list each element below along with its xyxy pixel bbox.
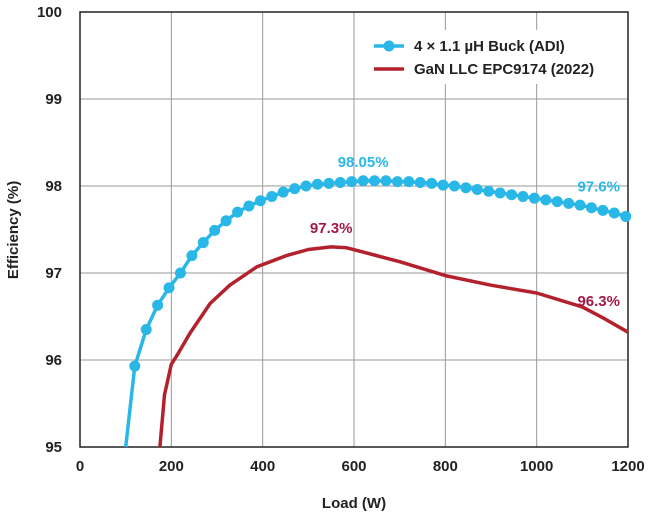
plot-frame [79,11,629,448]
series-point [174,267,186,279]
series-point [426,177,438,189]
legend-marker-buck [383,40,395,52]
x-tick-label: 400 [250,458,275,475]
x-tick-label: 600 [341,458,366,475]
series-point [357,175,369,187]
series-point [608,207,620,219]
series-point [460,182,472,194]
x-tick-label: 1000 [520,458,553,475]
y-tick-label: 98 [45,178,62,195]
series-point [300,180,312,192]
x-tick-label: 200 [159,458,184,475]
series-point [414,177,426,189]
series-point [437,179,449,191]
series-point [403,176,415,188]
series-point [551,196,563,208]
series-point [574,199,586,211]
series-point [369,175,381,187]
series-point [232,206,244,218]
series-point [528,192,540,204]
series-point [471,183,483,195]
series-line-0 [123,179,629,448]
series-point [277,186,289,198]
x-tick-label: 0 [76,458,84,475]
series-group [123,175,632,448]
series-point [152,299,164,311]
series-point [506,189,518,201]
legend: 4 × 1.1 µH Buck (ADI) GaN LLC EPC9174 (2… [362,30,624,84]
series-point [186,250,198,262]
legend-box [362,30,624,84]
y-tick-label: 96 [45,352,62,369]
series-point [129,360,141,372]
x-tick-label: 800 [433,458,458,475]
series-point [163,282,175,294]
annotation-label: 97.3% [310,220,353,237]
series-point [254,195,266,207]
y-tick-label: 99 [45,91,62,108]
series-point [266,190,278,202]
series-point [597,204,609,216]
series-point [323,177,335,189]
legend-label-buck: 4 × 1.1 µH Buck (ADI) [414,38,565,55]
series-point [209,224,221,236]
y-axis-label: Efficiency (%) [5,181,22,279]
y-tick-labels: 95 96 97 98 99 100 [37,4,62,456]
series-point [540,194,552,206]
y-tick-label: 100 [37,4,62,21]
x-tick-label: 1200 [611,458,644,475]
series-point [448,180,460,192]
series-point [243,200,255,212]
series-point [311,178,323,190]
annotation-label: 98.05% [338,154,389,171]
legend-label-gan: GaN LLC EPC9174 (2022) [414,61,594,78]
series-point [391,176,403,188]
y-tick-label: 95 [45,439,62,456]
series-point [220,215,232,227]
series-point [140,324,152,336]
series-point [517,190,529,202]
series-point [494,187,506,199]
x-tick-labels: 0 200 400 600 800 1000 1200 [76,458,645,475]
series-point [289,183,301,195]
series-point [585,202,597,214]
x-axis-label: Load (W) [322,495,386,512]
series-point [380,175,392,187]
annotations: 98.05% 97.6% 97.3% 96.3% [310,154,620,310]
series-point [197,237,209,249]
series-point [346,176,358,188]
series-point [483,185,495,197]
y-tick-label: 97 [45,265,62,282]
series-point [620,210,632,222]
annotation-label: 97.6% [577,178,620,195]
series-point [563,197,575,209]
series-point [334,177,346,189]
series-line-1 [158,245,629,448]
annotation-label: 96.3% [577,293,620,310]
